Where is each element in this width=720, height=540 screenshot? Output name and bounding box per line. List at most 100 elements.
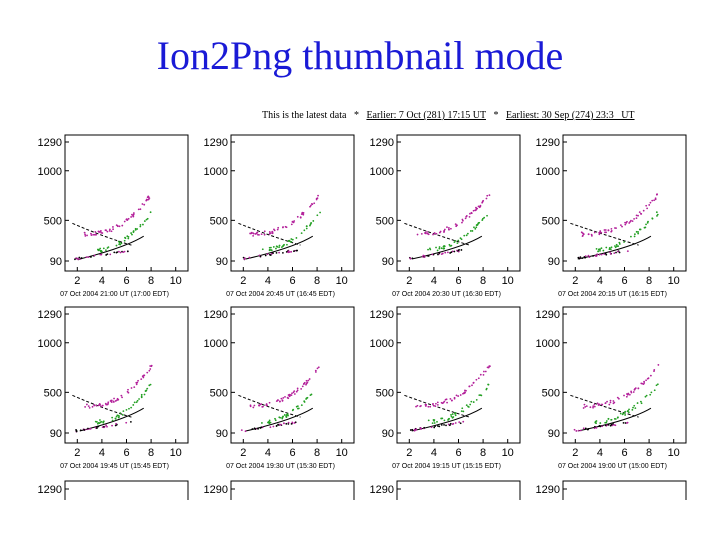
echo-point — [486, 194, 489, 197]
echo-point — [140, 395, 143, 398]
echo-point — [273, 229, 276, 232]
echo-point — [481, 219, 484, 221]
ionogram-thumbnail[interactable]: 1290 1000 500 90 2 4 6 8 10 07 Oct 2004 20:45 UT … — [200, 130, 361, 300]
ionogram-thumbnail[interactable]: 1290 1000 500 90 2 4 6 8 10 07 Oct 2004 20:30 UT … — [366, 130, 527, 300]
echo-point — [249, 405, 252, 408]
echo-point — [121, 224, 124, 227]
ionogram-thumbnail-partial[interactable]: 1290 — [532, 478, 693, 500]
plot-frame — [562, 134, 687, 272]
echo-point — [445, 424, 447, 427]
echo-point — [429, 247, 431, 250]
x-tick-label: 6 — [621, 275, 627, 287]
echo-point — [299, 216, 302, 219]
earlier-link[interactable]: Earlier: 7 Oct (281) 17:15 UT — [366, 110, 486, 121]
echo-point — [308, 378, 311, 380]
x-tick-label: 4 — [431, 275, 437, 287]
echo-point — [656, 193, 658, 196]
echo-point — [655, 384, 658, 387]
echo-point — [87, 405, 90, 408]
echo-point — [416, 404, 419, 407]
echo-point — [290, 250, 293, 253]
echo-point — [415, 428, 418, 430]
echo-point — [303, 381, 306, 384]
echo-point — [469, 403, 472, 406]
echo-point — [440, 417, 443, 420]
echo-point — [463, 234, 466, 237]
echo-point — [100, 250, 102, 253]
echo-point — [316, 197, 319, 200]
echo-point — [622, 421, 625, 424]
echo-point — [435, 246, 437, 249]
echo-point — [465, 234, 468, 237]
echo-point — [610, 230, 613, 232]
echo-point — [85, 403, 88, 406]
echo-point — [462, 219, 464, 222]
echo-point — [447, 418, 450, 421]
ionogram-thumbnail[interactable]: 1290 1000 500 90 2 4 6 8 10 07 Oct 2004 19:15 UT … — [366, 302, 527, 472]
echo-point — [290, 240, 293, 243]
echo-point — [650, 391, 653, 394]
echo-point — [458, 421, 461, 424]
echo-point — [427, 405, 430, 408]
echo-point — [107, 401, 110, 404]
thumbnail-caption: 07 Oct 2004 20:30 UT (16:30 EDT) — [392, 291, 501, 298]
navigation-bar: This is the latest data * Earlier: 7 Oct… — [262, 110, 642, 121]
echo-point — [119, 251, 122, 254]
echo-point — [293, 250, 295, 253]
echo-point — [432, 404, 435, 407]
echo-point — [104, 402, 107, 405]
echo-point — [588, 256, 591, 259]
echo-point — [106, 253, 109, 256]
x-tick-label: 8 — [646, 447, 652, 459]
ionogram-thumbnail-partial[interactable]: 1290 — [200, 478, 361, 500]
x-tick-label: 6 — [455, 447, 461, 459]
ionogram-thumbnail[interactable]: 1290 1000 500 90 2 4 6 8 10 07 Oct 2004 21:00 UT … — [34, 130, 195, 300]
ionogram-thumbnail[interactable]: 1290 1000 500 90 2 4 6 8 10 07 Oct 2004 19:30 UT … — [200, 302, 361, 472]
echo-point — [639, 228, 642, 231]
echo-point — [94, 420, 97, 423]
echo-point — [146, 387, 149, 390]
echo-point — [446, 226, 448, 229]
echo-point — [107, 402, 109, 405]
ionogram-thumbnail[interactable]: 1290 1000 500 90 2 4 6 8 10 07 Oct 2004 20:15 UT … — [532, 130, 693, 300]
echo-point — [133, 386, 136, 389]
echo-point — [261, 405, 264, 408]
echo-point — [469, 230, 472, 232]
ionogram-thumbnail-partial[interactable]: 1290 — [34, 478, 195, 500]
y-tick-label: 500 — [210, 387, 228, 399]
echo-point — [284, 395, 286, 398]
echo-point — [461, 221, 463, 224]
nav-separator: * — [493, 110, 499, 121]
echo-point — [637, 231, 639, 233]
echo-point — [117, 414, 120, 417]
echo-point — [132, 212, 135, 214]
echo-point — [99, 230, 102, 233]
echo-point — [127, 237, 130, 240]
echo-point — [454, 411, 457, 414]
ionogram-plot: 1290 1000 500 90 2 4 6 8 10 — [204, 134, 355, 287]
echo-point — [636, 402, 639, 404]
echo-point — [100, 405, 103, 408]
y-tick-label: 1000 — [370, 338, 394, 350]
echo-point — [589, 406, 592, 409]
echo-point — [138, 398, 140, 400]
echo-point — [302, 213, 305, 216]
earliest-link[interactable]: Earliest: 30 Sep (274) 23:3_ UT — [505, 110, 635, 121]
echo-point — [642, 383, 645, 386]
echo-point — [584, 427, 587, 430]
echo-point — [644, 226, 647, 229]
echo-point — [459, 237, 462, 240]
ionogram-thumbnail[interactable]: 1290 1000 500 90 2 4 6 8 10 07 Oct 2004 19:00 UT … — [532, 302, 693, 472]
y-tick-label: 500 — [44, 215, 62, 227]
echo-point — [137, 208, 140, 211]
echo-point — [95, 404, 98, 407]
echo-point — [149, 365, 152, 367]
ionogram-thumbnail[interactable]: 1290 1000 500 90 2 4 6 8 10 07 Oct 2004 19:45 UT … — [34, 302, 195, 472]
ionogram-thumbnail-partial[interactable]: 1290 — [366, 478, 527, 500]
echo-point — [435, 402, 437, 405]
latest-data-label: This is the latest data — [262, 110, 347, 121]
echo-point — [114, 418, 117, 420]
echo-point — [464, 217, 467, 220]
trace-curve — [245, 235, 314, 260]
trace-curve — [79, 407, 144, 432]
